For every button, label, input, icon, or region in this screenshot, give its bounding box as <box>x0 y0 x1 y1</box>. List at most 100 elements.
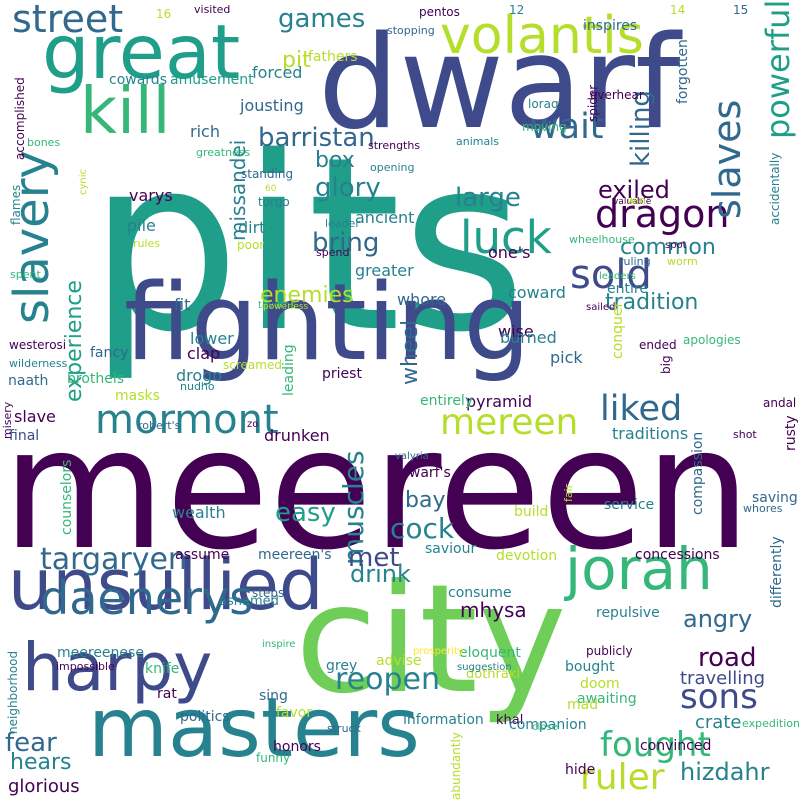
cloud-word: shot <box>733 428 757 441</box>
cloud-word: meereenese <box>57 645 144 661</box>
cloud-word: wealth <box>172 503 226 522</box>
cloud-word: standing <box>241 167 294 181</box>
cloud-word: games <box>278 4 366 34</box>
cloud-word: worm <box>667 255 698 268</box>
cloud-word: apologies <box>683 333 741 347</box>
cloud-word: big <box>659 355 673 374</box>
cloud-word: fancy <box>90 345 129 361</box>
cloud-word: ancient <box>355 208 415 227</box>
cloud-word: dothraki <box>466 667 520 682</box>
cloud-word: brothels <box>67 371 125 387</box>
cloud-word: large <box>455 183 521 213</box>
cloud-word: traditions <box>612 424 689 443</box>
cloud-word: moving <box>522 120 567 134</box>
cloud-word: wheelhouse <box>569 233 635 246</box>
cloud-word: unsullied <box>8 544 324 626</box>
cloud-word: zo <box>247 419 259 430</box>
cloud-word: slavery <box>4 150 60 324</box>
cloud-word: publicly <box>586 644 633 658</box>
cloud-word: leaders <box>599 271 636 282</box>
cloud-word: hizdahr <box>680 758 770 786</box>
cloud-word: khal <box>496 713 524 728</box>
cloud-word: stopping <box>387 24 435 37</box>
cloud-word: ashamed <box>219 594 279 609</box>
cloud-word: struck <box>327 722 361 735</box>
cloud-word: drogo <box>176 366 223 385</box>
cloud-word: 15 <box>733 3 749 17</box>
cloud-word: easy <box>275 498 336 528</box>
cloud-word: fair <box>562 483 575 502</box>
cloud-word: convinced <box>640 738 712 754</box>
cloud-word: bay <box>405 488 446 513</box>
cloud-word: hide <box>565 762 596 778</box>
cloud-word: saviour <box>425 541 477 557</box>
cloud-word: close <box>532 722 558 733</box>
cloud-word: spot <box>665 240 687 251</box>
cloud-word: jorah <box>565 535 713 603</box>
cloud-word: 60 <box>265 184 277 194</box>
cloud-word: masks <box>115 388 160 404</box>
cloud-word: spend <box>316 246 350 259</box>
cloud-word: companion <box>509 717 587 733</box>
cloud-word: enemies <box>260 283 354 308</box>
cloud-word: fought <box>600 725 711 765</box>
cloud-word: sailed <box>586 302 616 313</box>
cloud-word: luck <box>460 211 552 264</box>
cloud-word: dwarf <box>318 9 681 158</box>
cloud-word: poor <box>237 238 265 252</box>
cloud-word: screamed <box>223 358 282 372</box>
cloud-word: box <box>315 148 355 173</box>
cloud-word: sold <box>570 252 652 298</box>
cloud-word: pick <box>550 348 583 367</box>
cloud-word: mereen <box>440 402 579 443</box>
cloud-word: drink <box>350 560 411 588</box>
cloud-word: grey <box>326 658 358 674</box>
cloud-word: counselors <box>59 459 75 535</box>
cloud-word: rules <box>133 237 161 250</box>
cloud-word: rich <box>190 122 220 141</box>
cloud-word: targaryen <box>40 542 187 577</box>
cloud-word: crate <box>695 712 742 733</box>
cloud-word: eloquent <box>459 645 521 661</box>
cloud-word: fit <box>174 295 191 314</box>
cloud-word: funny <box>256 751 291 765</box>
cloud-word: glorious <box>8 776 80 797</box>
cloud-word: cynic <box>78 168 89 195</box>
cloud-word: service <box>604 497 655 513</box>
cloud-word: advise <box>376 653 422 669</box>
cloud-word: abundantly <box>449 732 463 800</box>
cloud-word: whore <box>397 290 447 309</box>
cloud-word: leading <box>281 344 297 396</box>
cloud-word: valyria <box>395 451 429 462</box>
cloud-word: win <box>627 194 647 207</box>
cloud-word: forced <box>252 63 303 82</box>
cloud-word: city <box>295 553 567 727</box>
cloud-word: jousting <box>240 96 304 115</box>
cloud-word: reopen <box>335 662 440 697</box>
cloud-word: liked <box>600 389 683 429</box>
cloud-word: entirely <box>420 393 474 409</box>
cloud-word: expedition <box>742 717 800 730</box>
cloud-word: repulsive <box>596 605 660 621</box>
cloud-word: tradition <box>605 290 699 315</box>
cloud-word: prosperity <box>413 646 464 657</box>
cloud-word: amusement <box>170 72 254 88</box>
cloud-word: met <box>348 543 400 573</box>
cloud-word: greatness <box>196 146 251 159</box>
cloud-word: ended <box>639 338 677 352</box>
cloud-word: rat <box>157 686 177 702</box>
cloud-word: ruler <box>580 757 665 798</box>
cloud-word: kill <box>80 75 171 149</box>
cloud-word: meereen <box>2 391 751 587</box>
cloud-word: suggestion <box>457 662 512 673</box>
cloud-word: priest <box>322 366 362 382</box>
cloud-word: harpy <box>22 629 213 706</box>
cloud-word: ruling <box>619 255 651 268</box>
cloud-word: 12 <box>509 3 525 17</box>
cloud-word: westerosi <box>9 338 67 352</box>
cloud-word: consume <box>448 585 512 601</box>
cloud-word: misery <box>1 401 14 439</box>
cloud-word: road <box>698 643 757 673</box>
cloud-word: angry <box>683 605 753 633</box>
cloud-word: inspire <box>262 639 296 650</box>
